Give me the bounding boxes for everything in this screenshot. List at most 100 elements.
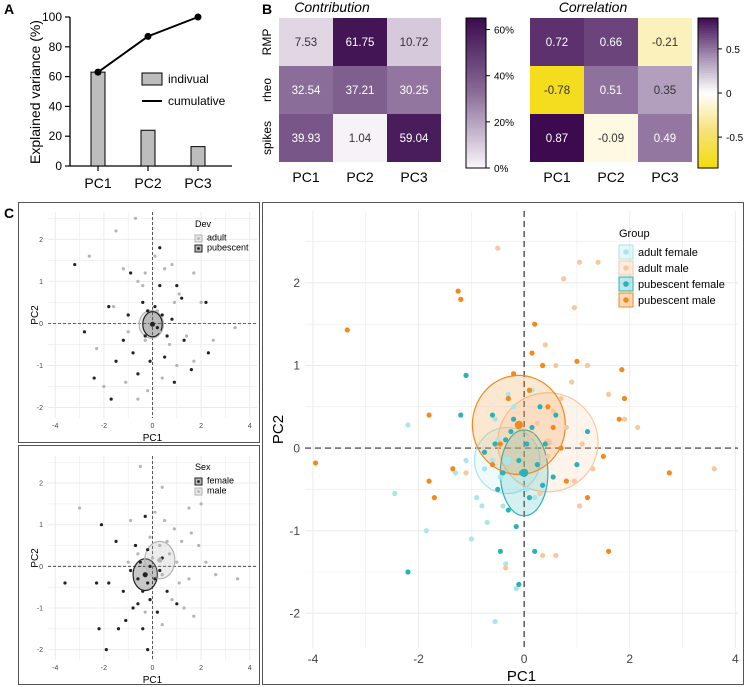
c-sex-point-male [172,527,176,531]
c-main-x-label: PC1 [507,668,536,685]
c-dev-point-pubescent [109,397,113,401]
contrib-colorbar-band [466,20,486,24]
contrib-colorbar-band [466,120,486,124]
corr-colorbar-band [698,28,718,32]
corr-colorbar-band [698,108,718,112]
c-sex-point-male [189,531,193,535]
c-sex-point-male [235,577,240,581]
c-main-point-pubescent-male [619,367,625,373]
c-sex-point-female [146,548,150,552]
contrib-col-label-pc3: PC3 [400,169,427,185]
corr-colorbar-band [698,143,718,147]
contrib-colorbar-band [466,18,486,22]
c-sex-point-male [148,535,152,539]
c-dev-point-pubescent [163,355,167,359]
c-sex-point-female [155,610,159,614]
contribution-title: Contribution [294,0,370,15]
c-dev-point-adult [112,304,116,309]
corr-colorbar-band [698,120,718,124]
corr-colorbar-label: 0 [726,89,732,100]
c-main-legend-label-pubescent-male: pubescent male [638,295,716,307]
c-sex-point-female [114,539,118,543]
corr-colorbar-band [698,95,718,99]
c-dev-point-adult [87,254,91,258]
contrib-colorbar-band [466,128,486,132]
corr-cell-spikes-pc3 [638,114,692,162]
c-sex-point-male [126,560,130,564]
c-sex-point-male [177,581,181,585]
c-main-ytick-label: -2 [289,607,300,621]
corr-colorbar-band [698,63,718,67]
c-sex-point-female [129,568,133,573]
c-dev-legend-title: Dev [195,219,212,229]
corr-colorbar-band [698,78,718,82]
contrib-colorbar-band [466,153,486,157]
corr-colorbar-band [698,68,718,72]
c-main-legend-dot-pubescent-male [623,297,629,303]
c-sex-point-male [163,518,167,523]
c-main-centroid-pubescent-male [514,420,524,430]
c-dev-point-adult [143,271,147,275]
panel-a-variance-chart: 0 20 40 60 80 100 PC1 PC2 PC3 Explained variance… [27,10,232,191]
c-dev-point-adult [192,359,196,363]
c-dev-point-adult [158,330,162,334]
contrib-colorbar-band [466,23,486,27]
contrib-row-label-rmp: RMP [260,29,274,56]
bar-pc2 [140,129,156,167]
c-dev-point-pubescent [146,309,150,313]
c-main-point-adult-female [405,422,411,428]
c-dev-legend-dot-adult [197,237,200,240]
corr-colorbar-band [698,43,718,47]
c-dev-point-adult [155,309,159,313]
corr-colorbar-band [698,98,718,102]
c-sex-point-male [158,543,162,548]
c-main-point-pubescent-male [666,470,672,476]
c-dev-centroid-pubescent [149,321,156,327]
c-dev-point-adult [167,342,172,347]
c-main-point-adult-female [463,457,469,464]
c-dev-ytick-label: -2 [37,405,43,412]
bar-pc1 [90,71,106,167]
corr-colorbar-band [698,140,718,144]
c-main-point-pubescent-female [510,416,517,422]
corr-colorbar-band [698,163,718,167]
corr-cell-rmp-pc2 [584,18,638,66]
c-dev-point-adult [143,338,147,342]
corr-colorbar-band [698,30,718,34]
c-main-point-adult-female [392,490,398,497]
contrib-colorbar-band [466,150,486,154]
contrib-colorbar-band [466,58,486,62]
c-main-point-pubescent-male [426,478,432,484]
contrib-cell-rmp-pc1 [279,18,333,66]
c-main-point-pubescent-male [621,395,628,402]
c-main-point-adult-female [500,503,506,509]
c-dev-point-adult [211,338,215,342]
c-dev-point-pubescent [182,338,186,342]
c-sex-point-female [146,647,150,652]
c-main-point-pubescent-female [458,412,464,418]
c-dev-point-adult [233,326,237,330]
contrib-colorbar-band [466,108,486,112]
panel-a-xtick-label-pc2: PC2 [134,175,161,191]
c-main-point-adult-female [479,503,485,509]
panel-a-legend: indivual cumulative [141,72,226,108]
c-main-point-pubescent-male [616,416,622,422]
corr-col-label-pc1: PC1 [543,169,570,185]
corr-colorbar-band [698,148,718,152]
corr-cell-rheo-pc2 [584,66,638,114]
c-dev-legend-dot-pubescent [197,247,200,250]
contrib-colorbar-label: 0% [494,164,509,175]
contrib-colorbar-band [466,115,486,119]
c-dev-point-pubescent [175,283,179,288]
corr-colorbar-band [698,48,718,52]
c-sex-point-female [146,581,150,585]
c-main-point-adult-male [569,379,575,385]
c-main-xtick-label: 2 [626,652,633,666]
c-dev-point-pubescent [129,271,133,275]
corr-value-spikes-pc1: 0.87 [546,133,568,145]
corr-colorbar-band [698,58,718,62]
c-main-xtick-label: 0 [521,652,528,666]
c-sex-point-female [121,589,125,593]
c-dev-point-pubescent [172,380,176,384]
c-sex-point-male [204,560,208,564]
